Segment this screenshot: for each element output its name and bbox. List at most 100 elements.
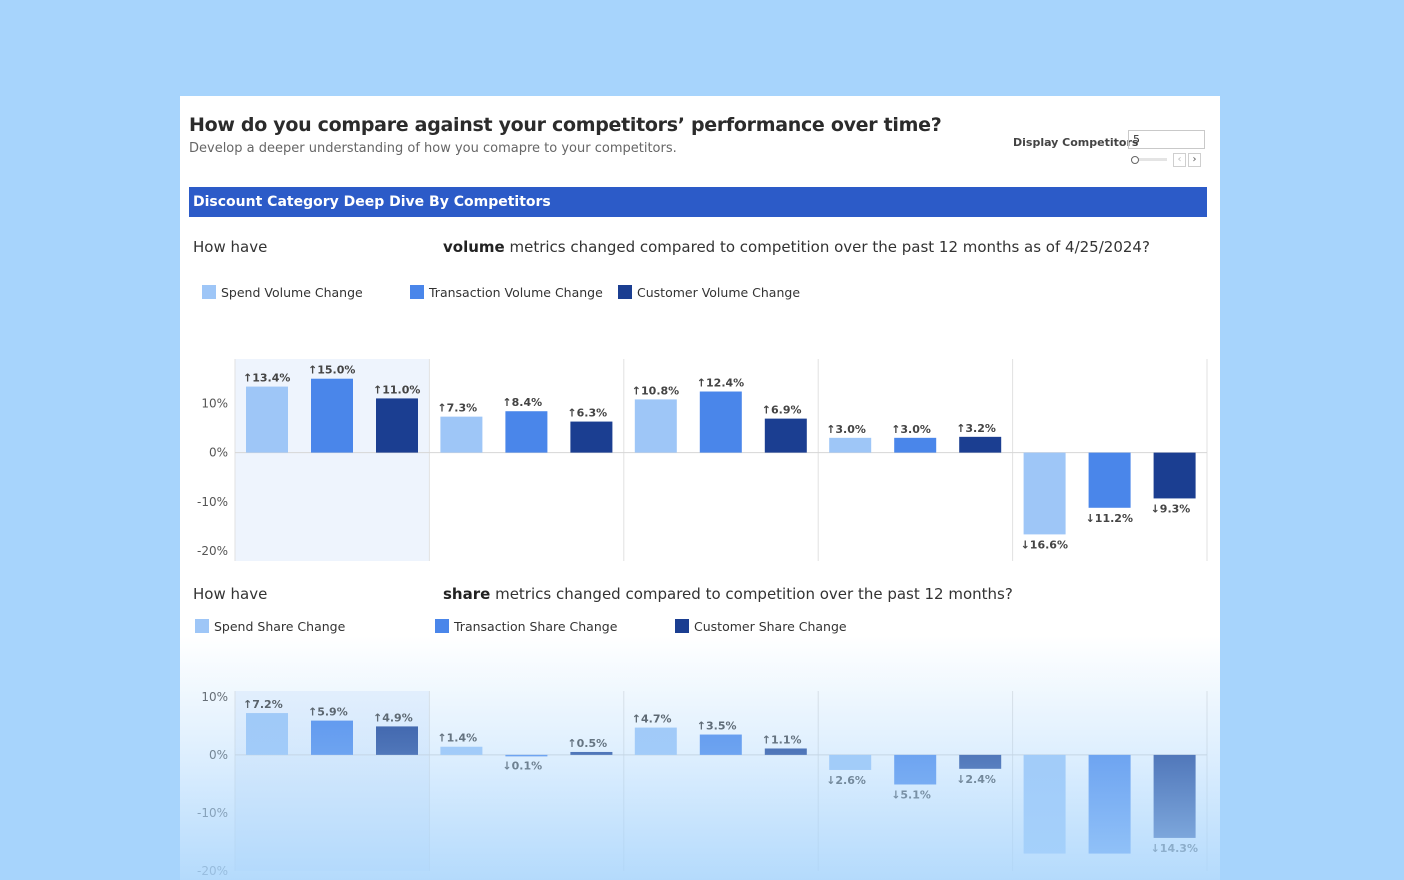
bar[interactable] — [1023, 754, 1066, 854]
bar[interactable] — [764, 418, 807, 453]
legend-swatch — [435, 619, 449, 633]
bar[interactable] — [634, 399, 677, 453]
legend-transaction-volume[interactable]: Transaction Volume Change — [410, 285, 603, 300]
bar[interactable] — [1153, 452, 1196, 499]
data-label: ↓16.6% — [1021, 538, 1068, 551]
data-label: ↑13.4% — [243, 372, 290, 385]
display-competitors-slider-track[interactable] — [1131, 158, 1167, 161]
data-label: ↑6.9% — [762, 404, 802, 417]
data-label: ↑12.4% — [697, 377, 744, 390]
bar[interactable] — [246, 386, 288, 453]
y-tick-label: -20% — [197, 864, 228, 878]
bar[interactable] — [376, 726, 418, 755]
volume-question-bold: volume — [443, 238, 505, 256]
data-label: ↑6.3% — [567, 407, 607, 420]
data-label: ↑8.4% — [502, 396, 542, 409]
bar[interactable] — [829, 754, 872, 770]
dashboard-card: How do you compare against your competit… — [180, 96, 1220, 880]
bar[interactable] — [1088, 452, 1131, 508]
bar[interactable] — [634, 727, 677, 755]
display-competitors-label: Display Competitors — [1013, 136, 1139, 149]
page-title: How do you compare against your competit… — [189, 114, 942, 136]
data-label: ↑7.2% — [243, 698, 283, 711]
share-question-rest: metrics changed compared to competition … — [490, 585, 1013, 603]
data-label: ↑11.0% — [373, 383, 420, 396]
bar[interactable] — [505, 754, 548, 757]
share-question: share metrics changed compared to compet… — [443, 585, 1013, 603]
chevron-left-icon[interactable]: ‹ — [1173, 153, 1186, 167]
bar[interactable] — [570, 421, 613, 453]
data-label: ↑1.4% — [437, 732, 477, 745]
volume-question: volume metrics changed compared to compe… — [443, 238, 1150, 256]
bar[interactable] — [699, 734, 742, 755]
bar[interactable] — [570, 751, 613, 755]
volume-chart: 10% 0% -10% -20% ↑13.4% ↑15.0% ↑11.0% ↑7.3% ↑8.4… — [180, 354, 1220, 572]
share-question-bold: share — [443, 585, 491, 603]
legend-spend-volume[interactable]: Spend Volume Change — [202, 285, 363, 300]
legend-swatch — [618, 285, 632, 299]
y-tick-label: 10% — [201, 690, 228, 704]
data-label: ↑10.8% — [632, 384, 679, 397]
legend-label: Spend Volume Change — [221, 285, 363, 300]
volume-question-rest: metrics changed compared to competition … — [504, 238, 1150, 256]
y-tick-label: -10% — [197, 495, 228, 509]
bar[interactable] — [959, 754, 1002, 769]
bar[interactable] — [894, 754, 937, 785]
legend-spend-share[interactable]: Spend Share Change — [195, 619, 345, 634]
share-chart-svg: 10% 0% -10% -20% ↑7.2% ↑5.9% ↑4.9% ↑1.4% ↓0.1% ↑0… — [197, 690, 1208, 878]
bar[interactable] — [829, 437, 872, 453]
share-chart: 10% 0% -10% -20% ↑7.2% ↑5.9% ↑4.9% ↑1.4% ↓0.1% ↑0… — [180, 686, 1220, 880]
bar[interactable] — [699, 391, 742, 453]
y-tick-label: -10% — [197, 806, 228, 820]
data-label: ↓11.2% — [1086, 512, 1133, 525]
bar[interactable] — [440, 416, 483, 453]
y-tick-label: 0% — [209, 446, 228, 460]
data-label: ↑3.2% — [956, 422, 996, 435]
bar[interactable] — [764, 748, 807, 755]
data-label: ↑5.9% — [308, 706, 348, 719]
bar[interactable] — [1088, 754, 1131, 854]
legend-label: Customer Volume Change — [637, 285, 801, 300]
data-label: ↓9.3% — [1151, 502, 1191, 515]
bar[interactable] — [246, 713, 288, 755]
bar[interactable] — [311, 720, 353, 755]
legend-customer-share[interactable]: Customer Share Change — [675, 619, 847, 634]
legend-swatch — [675, 619, 689, 633]
y-tick-label: 0% — [209, 748, 228, 762]
bar[interactable] — [894, 437, 937, 453]
data-label: ↑3.5% — [697, 720, 737, 733]
data-label: ↑4.9% — [373, 711, 413, 724]
data-label: ↓2.6% — [826, 774, 866, 787]
data-label: ↑3.0% — [826, 423, 866, 436]
legend-label: Transaction Volume Change — [429, 285, 603, 300]
legend-swatch — [410, 285, 424, 299]
bar[interactable] — [311, 378, 353, 453]
section-banner: Discount Category Deep Dive By Competito… — [189, 187, 1207, 217]
volume-chart-svg: 10% 0% -10% -20% ↑13.4% ↑15.0% ↑11.0% ↑7.3% ↑8.4… — [197, 359, 1208, 561]
data-label: ↓14.3% — [1151, 842, 1198, 855]
y-tick-label: -20% — [197, 544, 228, 558]
display-competitors-input[interactable]: 5 — [1128, 130, 1205, 149]
chevron-right-icon[interactable]: › — [1188, 153, 1201, 167]
bar[interactable] — [1023, 452, 1066, 535]
legend-swatch — [202, 285, 216, 299]
legend-customer-volume[interactable]: Customer Volume Change — [618, 285, 800, 300]
data-label: ↑1.1% — [762, 733, 802, 746]
volume-question-prefix: How have — [193, 238, 268, 256]
bar[interactable] — [505, 411, 548, 453]
data-label: ↓5.1% — [891, 788, 931, 801]
share-question-prefix: How have — [193, 585, 268, 603]
data-label: ↓2.4% — [956, 773, 996, 786]
bar[interactable] — [440, 746, 483, 755]
data-label: ↑0.5% — [567, 737, 607, 750]
y-tick-label: 10% — [201, 396, 228, 410]
legend-swatch — [195, 619, 209, 633]
bar[interactable] — [959, 436, 1002, 453]
legend-label: Spend Share Change — [214, 619, 346, 634]
display-competitors-slider-handle[interactable] — [1131, 156, 1139, 164]
bar[interactable] — [376, 398, 418, 453]
data-label: ↑15.0% — [308, 364, 355, 377]
bar[interactable] — [1153, 754, 1196, 838]
legend-transaction-share[interactable]: Transaction Share Change — [435, 619, 617, 634]
data-label: ↑7.3% — [437, 402, 477, 415]
